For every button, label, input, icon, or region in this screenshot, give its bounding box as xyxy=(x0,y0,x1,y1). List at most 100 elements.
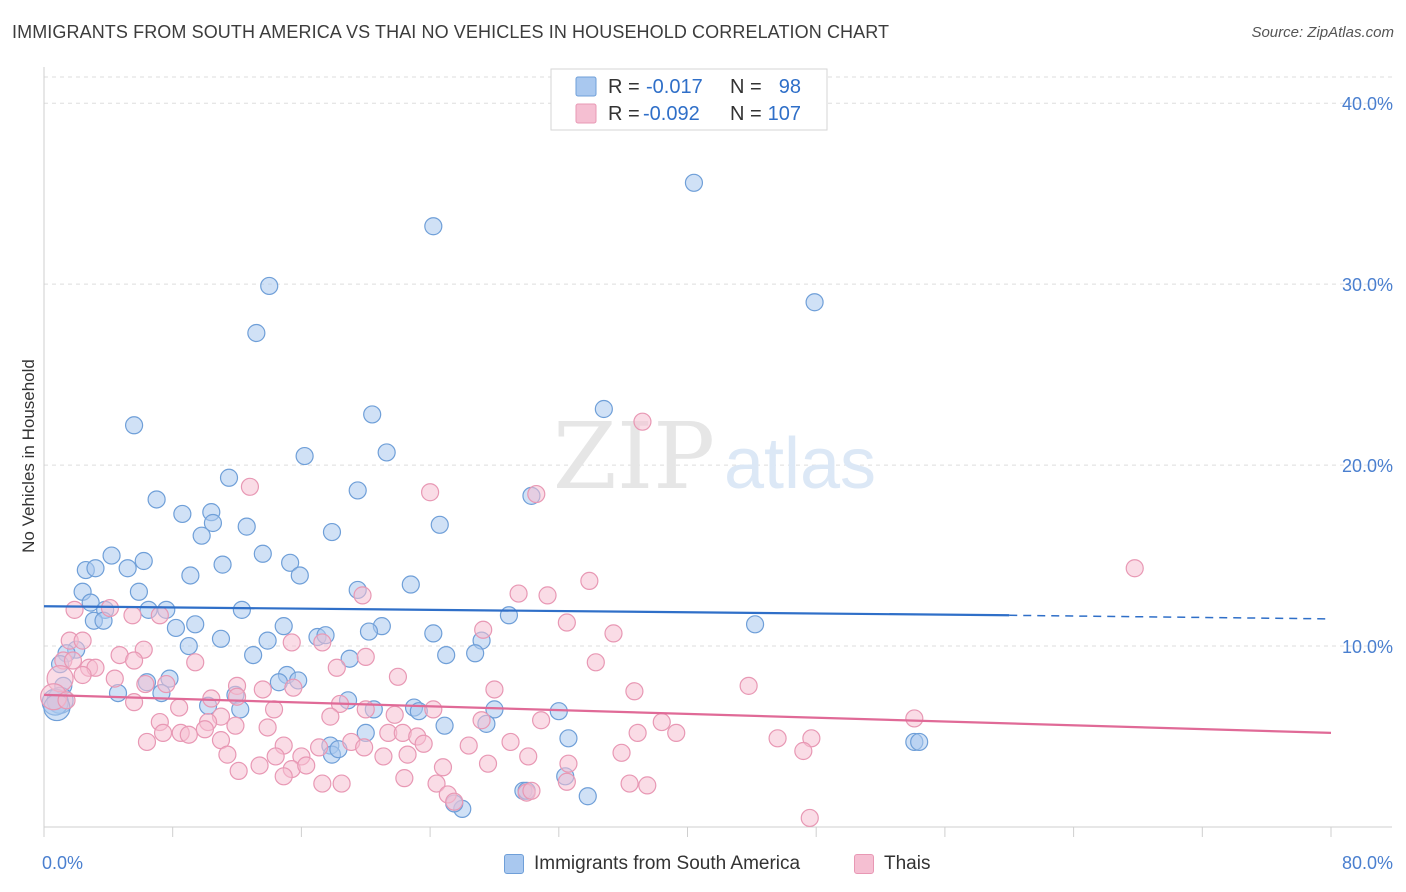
point-thais xyxy=(170,698,189,717)
point-thais xyxy=(250,756,269,775)
point-thais xyxy=(153,723,173,743)
legend-item-thais[interactable]: Thais xyxy=(854,853,930,875)
legend-swatch-blue xyxy=(575,76,597,97)
point-thais xyxy=(202,689,221,708)
legend-top-box xyxy=(550,68,828,131)
point-thais xyxy=(586,653,605,672)
point-immigrants xyxy=(594,399,613,419)
point-immigrants xyxy=(359,622,379,641)
legend-label-thais: Thais xyxy=(884,853,931,874)
point-thais xyxy=(424,700,443,719)
trend-line-immigrants xyxy=(43,605,1010,617)
point-thais xyxy=(768,729,787,748)
point-immigrants xyxy=(559,729,578,748)
point-immigrants xyxy=(134,551,153,571)
point-thais xyxy=(374,747,393,766)
point-thais xyxy=(398,745,417,764)
point-thais xyxy=(321,707,340,726)
point-immigrants xyxy=(258,631,277,650)
legend-top: R = -0.017 N = 98 R = -0.092 N = 107 xyxy=(550,68,828,131)
legend-r-label-blue: R = xyxy=(608,76,640,98)
point-immigrants xyxy=(247,323,266,343)
series-thais-points xyxy=(40,412,1144,828)
point-immigrants xyxy=(173,504,192,524)
point-thais xyxy=(667,723,686,743)
point-immigrants xyxy=(260,276,279,296)
tick-labels: 10.0% 20.0% 30.0% 40.0% 0.0% 80.0% xyxy=(42,94,1393,873)
point-thais xyxy=(274,767,293,786)
point-immigrants xyxy=(253,544,272,563)
point-thais xyxy=(195,720,214,739)
point-immigrants xyxy=(348,481,367,500)
legend-swatch-thais xyxy=(854,854,874,874)
point-thais xyxy=(124,651,144,670)
legend-n-value-blue: 98 xyxy=(779,76,801,98)
point-thais xyxy=(218,745,237,764)
point-thais xyxy=(266,747,285,766)
point-thais xyxy=(474,620,493,639)
point-immigrants xyxy=(466,644,485,663)
point-thais xyxy=(414,734,433,753)
point-thais xyxy=(282,633,301,652)
point-thais xyxy=(612,743,631,762)
point-immigrants xyxy=(192,526,211,545)
point-thais xyxy=(522,781,541,800)
point-thais xyxy=(332,774,351,793)
point-thais xyxy=(63,651,83,670)
point-immigrants xyxy=(129,582,149,601)
legend-n-label-blue: N = xyxy=(730,76,762,98)
point-thais xyxy=(227,687,247,706)
point-thais xyxy=(395,769,414,788)
point-immigrants xyxy=(295,446,314,466)
point-thais xyxy=(478,754,498,773)
point-thais xyxy=(356,647,375,667)
point-immigrants xyxy=(401,575,420,594)
point-immigrants xyxy=(424,217,443,236)
point-immigrants xyxy=(578,787,597,806)
grid-lines xyxy=(44,76,1392,647)
point-immigrants xyxy=(805,293,824,312)
point-thais xyxy=(559,754,578,773)
legend-n-label-pink: N = xyxy=(730,103,762,125)
point-thais xyxy=(150,606,169,625)
point-thais xyxy=(136,674,155,694)
point-thais xyxy=(137,732,157,752)
point-thais xyxy=(353,586,372,605)
legend-item-immigrants[interactable]: Immigrants from South America xyxy=(504,853,800,875)
trend-line-thais xyxy=(43,693,1332,735)
point-immigrants xyxy=(435,716,454,735)
point-thais xyxy=(445,792,464,811)
y-axis-label: No Vehicles in Household xyxy=(19,359,38,553)
point-immigrants xyxy=(147,490,166,509)
point-thais xyxy=(509,584,528,603)
point-thais xyxy=(532,711,551,730)
point-immigrants xyxy=(86,559,105,578)
point-thais xyxy=(557,613,576,632)
point-thais xyxy=(297,756,316,775)
point-thais xyxy=(313,774,332,793)
point-immigrants xyxy=(377,443,396,462)
point-thais xyxy=(800,808,819,828)
y-tick-label: 30.0% xyxy=(1342,275,1393,295)
y-tick-label: 10.0% xyxy=(1342,637,1393,657)
point-immigrants xyxy=(363,405,382,424)
point-thais xyxy=(100,598,120,618)
point-thais xyxy=(427,774,446,793)
trend-lines xyxy=(43,605,1332,735)
point-thais xyxy=(604,624,623,643)
point-immigrants xyxy=(244,645,263,665)
point-immigrants xyxy=(281,553,300,572)
point-immigrants xyxy=(211,629,231,648)
point-thais xyxy=(794,741,813,761)
source-label: Source: ZipAtlas.com xyxy=(1251,24,1394,41)
point-immigrants xyxy=(274,617,293,636)
point-thais xyxy=(421,483,440,502)
x-tick-label: 0.0% xyxy=(42,853,83,873)
point-thais xyxy=(472,711,491,730)
point-immigrants xyxy=(181,566,200,585)
point-immigrants xyxy=(102,546,121,565)
watermark: ZIP atlas xyxy=(553,403,876,510)
point-thais xyxy=(240,477,260,496)
point-immigrants xyxy=(745,615,765,634)
point-thais xyxy=(226,716,245,735)
